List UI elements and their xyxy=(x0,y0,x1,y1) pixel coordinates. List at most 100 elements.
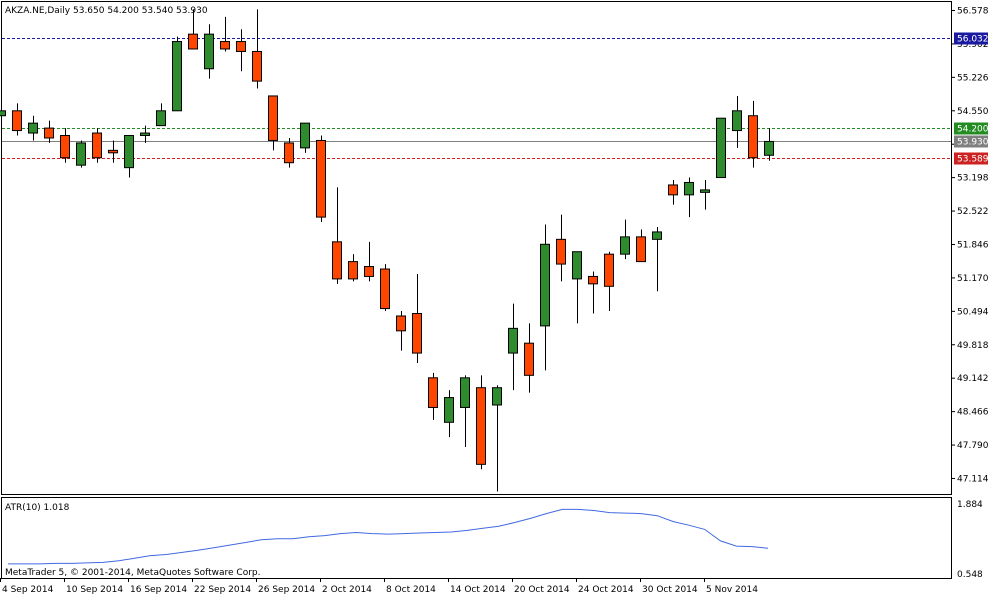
candle xyxy=(252,9,262,89)
y-tick-label: 54.550 xyxy=(957,107,989,117)
candle-body-bear xyxy=(380,268,390,310)
candle xyxy=(380,264,390,312)
candle xyxy=(412,273,422,363)
candle-body-bear xyxy=(252,50,262,82)
candle-body-bull xyxy=(124,135,134,169)
candle-body-bear xyxy=(668,184,678,196)
candle xyxy=(700,180,710,210)
candle xyxy=(124,135,134,178)
candle-body-bull xyxy=(684,181,694,196)
candle-body-bear xyxy=(556,238,566,265)
candle-body-bear xyxy=(348,261,358,280)
candle-body-bull xyxy=(716,117,726,179)
candle xyxy=(364,241,374,282)
candle xyxy=(316,135,326,223)
y-tick-label: 51.170 xyxy=(957,274,989,284)
chart-header: AKZA.NE,Daily 53.650 54.200 53.540 53.93… xyxy=(5,6,208,16)
atr-line xyxy=(8,508,769,565)
candle-body-bear xyxy=(428,377,438,408)
candle-body-bull xyxy=(764,140,774,156)
candle xyxy=(428,372,438,420)
candle-body-bull xyxy=(492,387,502,406)
candle xyxy=(748,100,758,168)
candle xyxy=(348,254,358,282)
candle-body-bull xyxy=(76,142,86,166)
level-green-tag-label: 54.200 xyxy=(957,125,989,135)
candle-body-bull xyxy=(204,33,214,70)
candle xyxy=(588,271,598,314)
x-tick-label: 8 Oct 2014 xyxy=(386,585,436,595)
candle xyxy=(492,385,502,492)
candle-body-bull xyxy=(156,110,166,127)
candle-body-bear xyxy=(284,142,294,164)
candle xyxy=(284,137,294,168)
copyright-text: MetaTrader 5, © 2001-2014, MetaQuotes So… xyxy=(5,568,261,578)
level-red-tag-label: 53.589 xyxy=(957,155,989,165)
candle-body-bear xyxy=(476,387,486,465)
indicator-ymax-label: 1.884 xyxy=(957,500,983,510)
candle xyxy=(476,375,486,470)
y-tick-label: 51.846 xyxy=(957,240,989,250)
x-tick-label: 10 Sep 2014 xyxy=(66,585,123,595)
candle-body-bear xyxy=(12,110,22,132)
candle-body-bull xyxy=(444,397,454,423)
level-red-tag xyxy=(954,152,988,165)
y-tick-label: 48.466 xyxy=(957,408,989,418)
candle xyxy=(540,224,550,371)
x-tick-label: 26 Sep 2014 xyxy=(258,585,315,595)
candle-body-bear xyxy=(60,135,70,159)
candle-body-bear xyxy=(92,132,102,159)
time-axis: 4 Sep 2014 10 Sep 2014 16 Sep 2014 22 Sep 2… xyxy=(0,578,758,595)
candle-body-bear xyxy=(412,313,422,354)
indicator-pane-frame xyxy=(1,497,952,579)
y-tick-label: 49.142 xyxy=(957,374,989,384)
x-tick-label: 4 Sep 2014 xyxy=(2,585,54,595)
candle-body-bull xyxy=(700,189,710,193)
x-tick-label: 5 Nov 2014 xyxy=(706,585,758,595)
candle-body-bull xyxy=(140,132,150,137)
candle xyxy=(508,303,518,391)
candle-body-bull xyxy=(300,122,310,149)
candle xyxy=(684,177,694,218)
indicator-ymin-label: 0.548 xyxy=(957,570,983,580)
y-tick-label: 47.114 xyxy=(957,474,989,484)
candle xyxy=(108,140,118,163)
candle-body-bear xyxy=(332,241,342,280)
candle xyxy=(556,214,566,282)
candle-body-bull xyxy=(652,231,662,240)
candle-body-bull xyxy=(172,41,182,112)
x-tick-label: 22 Sep 2014 xyxy=(194,585,251,595)
candle xyxy=(236,29,246,72)
candle xyxy=(268,95,278,151)
price-axis: 56.57855.90255.22654.55053.87453.19852.5… xyxy=(951,7,989,484)
candle xyxy=(332,187,342,284)
candle xyxy=(172,36,182,112)
y-tick-label: 56.578 xyxy=(957,7,989,17)
x-tick-label: 16 Sep 2014 xyxy=(130,585,187,595)
y-tick-label: 49.818 xyxy=(957,341,989,351)
candle-body-bear xyxy=(44,127,54,139)
candle xyxy=(764,128,774,161)
level-last-tag xyxy=(954,135,988,148)
level-last-tag-label: 53.930 xyxy=(957,138,989,148)
y-tick-label: 55.902 xyxy=(957,40,989,50)
candle-body-bear xyxy=(108,149,118,154)
candle-body-bear xyxy=(636,236,646,263)
level-blue-tag-label: 56.032 xyxy=(957,35,989,45)
x-tick-label: 2 Oct 2014 xyxy=(322,585,372,595)
candle-body-bull xyxy=(572,251,582,280)
candle xyxy=(572,251,582,324)
candle xyxy=(604,251,614,312)
candle xyxy=(732,95,742,148)
y-tick-label: 55.226 xyxy=(957,73,989,83)
candle-body-bull xyxy=(620,236,630,255)
candle-body-bear xyxy=(188,33,198,50)
candle xyxy=(156,103,166,127)
candle-body-bull xyxy=(540,243,550,327)
candle-body-bear xyxy=(268,95,278,141)
candle-body-bear xyxy=(604,253,614,287)
y-tick-label: 50.494 xyxy=(957,307,989,317)
candle-body-bull xyxy=(732,110,742,132)
